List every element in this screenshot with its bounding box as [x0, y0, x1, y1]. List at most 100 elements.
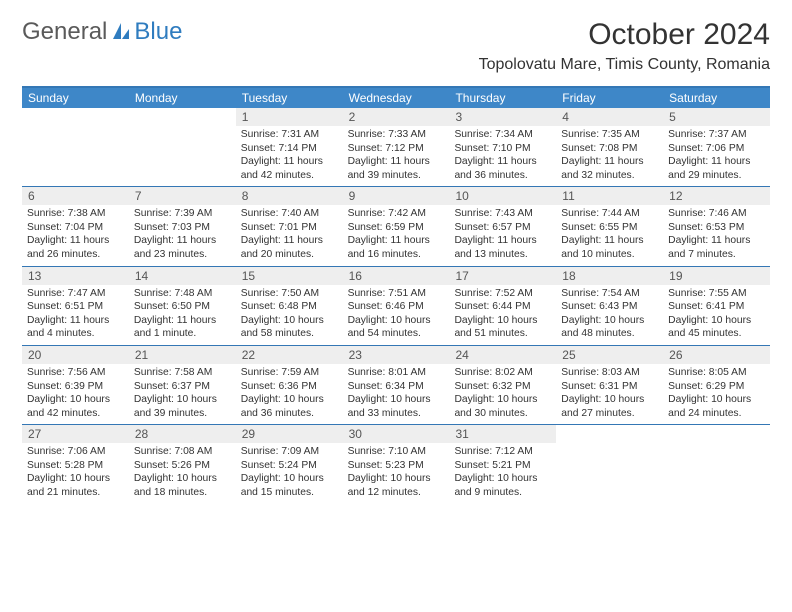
- day-details: Sunrise: 7:44 AMSunset: 6:55 PMDaylight:…: [556, 205, 663, 265]
- calendar-cell: 17Sunrise: 7:52 AMSunset: 6:44 PMDayligh…: [449, 267, 556, 345]
- page-title: October 2024: [479, 18, 770, 52]
- day-details: Sunrise: 7:58 AMSunset: 6:37 PMDaylight:…: [129, 364, 236, 424]
- day-details: Sunrise: 7:52 AMSunset: 6:44 PMDaylight:…: [449, 285, 556, 345]
- calendar-week: 6Sunrise: 7:38 AMSunset: 7:04 PMDaylight…: [22, 186, 770, 265]
- day-details: Sunrise: 8:05 AMSunset: 6:29 PMDaylight:…: [663, 364, 770, 424]
- day-details: Sunrise: 7:48 AMSunset: 6:50 PMDaylight:…: [129, 285, 236, 345]
- calendar-cell: 2Sunrise: 7:33 AMSunset: 7:12 PMDaylight…: [343, 108, 450, 186]
- calendar-week: 27Sunrise: 7:06 AMSunset: 5:28 PMDayligh…: [22, 424, 770, 503]
- day-number: 3: [449, 108, 556, 126]
- day-details: Sunrise: 7:31 AMSunset: 7:14 PMDaylight:…: [236, 126, 343, 186]
- calendar-cell: 6Sunrise: 7:38 AMSunset: 7:04 PMDaylight…: [22, 187, 129, 265]
- calendar-cell: 31Sunrise: 7:12 AMSunset: 5:21 PMDayligh…: [449, 425, 556, 503]
- calendar-cell: ..: [556, 425, 663, 503]
- header: General Blue October 2024 Topolovatu Mar…: [22, 18, 770, 74]
- day-number: 4: [556, 108, 663, 126]
- day-number: 22: [236, 346, 343, 364]
- calendar-cell: 27Sunrise: 7:06 AMSunset: 5:28 PMDayligh…: [22, 425, 129, 503]
- location-subtitle: Topolovatu Mare, Timis County, Romania: [479, 56, 770, 74]
- day-number: 11: [556, 187, 663, 205]
- calendar-cell: 3Sunrise: 7:34 AMSunset: 7:10 PMDaylight…: [449, 108, 556, 186]
- calendar-week: ....1Sunrise: 7:31 AMSunset: 7:14 PMDayl…: [22, 108, 770, 186]
- calendar-cell: 12Sunrise: 7:46 AMSunset: 6:53 PMDayligh…: [663, 187, 770, 265]
- day-number: 15: [236, 267, 343, 285]
- day-details: Sunrise: 7:12 AMSunset: 5:21 PMDaylight:…: [449, 443, 556, 503]
- day-number: 28: [129, 425, 236, 443]
- day-details: Sunrise: 8:02 AMSunset: 6:32 PMDaylight:…: [449, 364, 556, 424]
- calendar-body: ....1Sunrise: 7:31 AMSunset: 7:14 PMDayl…: [22, 108, 770, 504]
- day-details: Sunrise: 7:38 AMSunset: 7:04 PMDaylight:…: [22, 205, 129, 265]
- calendar-week: 20Sunrise: 7:56 AMSunset: 6:39 PMDayligh…: [22, 345, 770, 424]
- day-header: Saturday: [663, 88, 770, 108]
- day-details: Sunrise: 7:40 AMSunset: 7:01 PMDaylight:…: [236, 205, 343, 265]
- calendar-cell: 8Sunrise: 7:40 AMSunset: 7:01 PMDaylight…: [236, 187, 343, 265]
- day-header-row: SundayMondayTuesdayWednesdayThursdayFrid…: [22, 88, 770, 108]
- day-number: 19: [663, 267, 770, 285]
- day-details: Sunrise: 7:56 AMSunset: 6:39 PMDaylight:…: [22, 364, 129, 424]
- day-number: 2: [343, 108, 450, 126]
- calendar-cell: 19Sunrise: 7:55 AMSunset: 6:41 PMDayligh…: [663, 267, 770, 345]
- day-number: 31: [449, 425, 556, 443]
- calendar-cell: 5Sunrise: 7:37 AMSunset: 7:06 PMDaylight…: [663, 108, 770, 186]
- day-details: Sunrise: 8:03 AMSunset: 6:31 PMDaylight:…: [556, 364, 663, 424]
- calendar-cell: 21Sunrise: 7:58 AMSunset: 6:37 PMDayligh…: [129, 346, 236, 424]
- calendar-cell: 13Sunrise: 7:47 AMSunset: 6:51 PMDayligh…: [22, 267, 129, 345]
- day-details: Sunrise: 7:39 AMSunset: 7:03 PMDaylight:…: [129, 205, 236, 265]
- calendar-cell: 7Sunrise: 7:39 AMSunset: 7:03 PMDaylight…: [129, 187, 236, 265]
- day-details: Sunrise: 7:42 AMSunset: 6:59 PMDaylight:…: [343, 205, 450, 265]
- day-details: Sunrise: 7:10 AMSunset: 5:23 PMDaylight:…: [343, 443, 450, 503]
- day-header: Friday: [556, 88, 663, 108]
- calendar-cell: 22Sunrise: 7:59 AMSunset: 6:36 PMDayligh…: [236, 346, 343, 424]
- day-number: 25: [556, 346, 663, 364]
- day-details: Sunrise: 7:50 AMSunset: 6:48 PMDaylight:…: [236, 285, 343, 345]
- day-header: Monday: [129, 88, 236, 108]
- calendar-cell: 23Sunrise: 8:01 AMSunset: 6:34 PMDayligh…: [343, 346, 450, 424]
- day-number: 14: [129, 267, 236, 285]
- day-number: 7: [129, 187, 236, 205]
- calendar: SundayMondayTuesdayWednesdayThursdayFrid…: [22, 86, 770, 504]
- day-number: 8: [236, 187, 343, 205]
- sail-icon: [110, 21, 132, 43]
- calendar-cell: 9Sunrise: 7:42 AMSunset: 6:59 PMDaylight…: [343, 187, 450, 265]
- day-details: Sunrise: 7:55 AMSunset: 6:41 PMDaylight:…: [663, 285, 770, 345]
- calendar-cell: ..: [129, 108, 236, 186]
- calendar-cell: 25Sunrise: 8:03 AMSunset: 6:31 PMDayligh…: [556, 346, 663, 424]
- calendar-cell: 30Sunrise: 7:10 AMSunset: 5:23 PMDayligh…: [343, 425, 450, 503]
- day-header: Tuesday: [236, 88, 343, 108]
- logo: General Blue: [22, 18, 182, 46]
- day-details: Sunrise: 8:01 AMSunset: 6:34 PMDaylight:…: [343, 364, 450, 424]
- day-details: Sunrise: 7:43 AMSunset: 6:57 PMDaylight:…: [449, 205, 556, 265]
- calendar-cell: 4Sunrise: 7:35 AMSunset: 7:08 PMDaylight…: [556, 108, 663, 186]
- calendar-cell: 26Sunrise: 8:05 AMSunset: 6:29 PMDayligh…: [663, 346, 770, 424]
- day-number: 9: [343, 187, 450, 205]
- day-details: Sunrise: 7:46 AMSunset: 6:53 PMDaylight:…: [663, 205, 770, 265]
- calendar-cell: 24Sunrise: 8:02 AMSunset: 6:32 PMDayligh…: [449, 346, 556, 424]
- day-number: 29: [236, 425, 343, 443]
- day-header: Wednesday: [343, 88, 450, 108]
- calendar-cell: 20Sunrise: 7:56 AMSunset: 6:39 PMDayligh…: [22, 346, 129, 424]
- calendar-week: 13Sunrise: 7:47 AMSunset: 6:51 PMDayligh…: [22, 266, 770, 345]
- day-details: Sunrise: 7:59 AMSunset: 6:36 PMDaylight:…: [236, 364, 343, 424]
- logo-text-general: General: [22, 18, 107, 46]
- calendar-cell: 10Sunrise: 7:43 AMSunset: 6:57 PMDayligh…: [449, 187, 556, 265]
- day-number: 24: [449, 346, 556, 364]
- day-details: Sunrise: 7:51 AMSunset: 6:46 PMDaylight:…: [343, 285, 450, 345]
- day-number: 20: [22, 346, 129, 364]
- calendar-cell: 16Sunrise: 7:51 AMSunset: 6:46 PMDayligh…: [343, 267, 450, 345]
- calendar-cell: 18Sunrise: 7:54 AMSunset: 6:43 PMDayligh…: [556, 267, 663, 345]
- day-header: Sunday: [22, 88, 129, 108]
- day-details: Sunrise: 7:37 AMSunset: 7:06 PMDaylight:…: [663, 126, 770, 186]
- day-details: Sunrise: 7:35 AMSunset: 7:08 PMDaylight:…: [556, 126, 663, 186]
- day-number: 1: [236, 108, 343, 126]
- logo-text-blue: Blue: [134, 18, 182, 46]
- day-details: Sunrise: 7:34 AMSunset: 7:10 PMDaylight:…: [449, 126, 556, 186]
- day-number: 16: [343, 267, 450, 285]
- day-number: 13: [22, 267, 129, 285]
- day-number: 27: [22, 425, 129, 443]
- calendar-cell: ..: [663, 425, 770, 503]
- day-number: 12: [663, 187, 770, 205]
- calendar-cell: 14Sunrise: 7:48 AMSunset: 6:50 PMDayligh…: [129, 267, 236, 345]
- day-header: Thursday: [449, 88, 556, 108]
- day-number: 6: [22, 187, 129, 205]
- calendar-cell: 1Sunrise: 7:31 AMSunset: 7:14 PMDaylight…: [236, 108, 343, 186]
